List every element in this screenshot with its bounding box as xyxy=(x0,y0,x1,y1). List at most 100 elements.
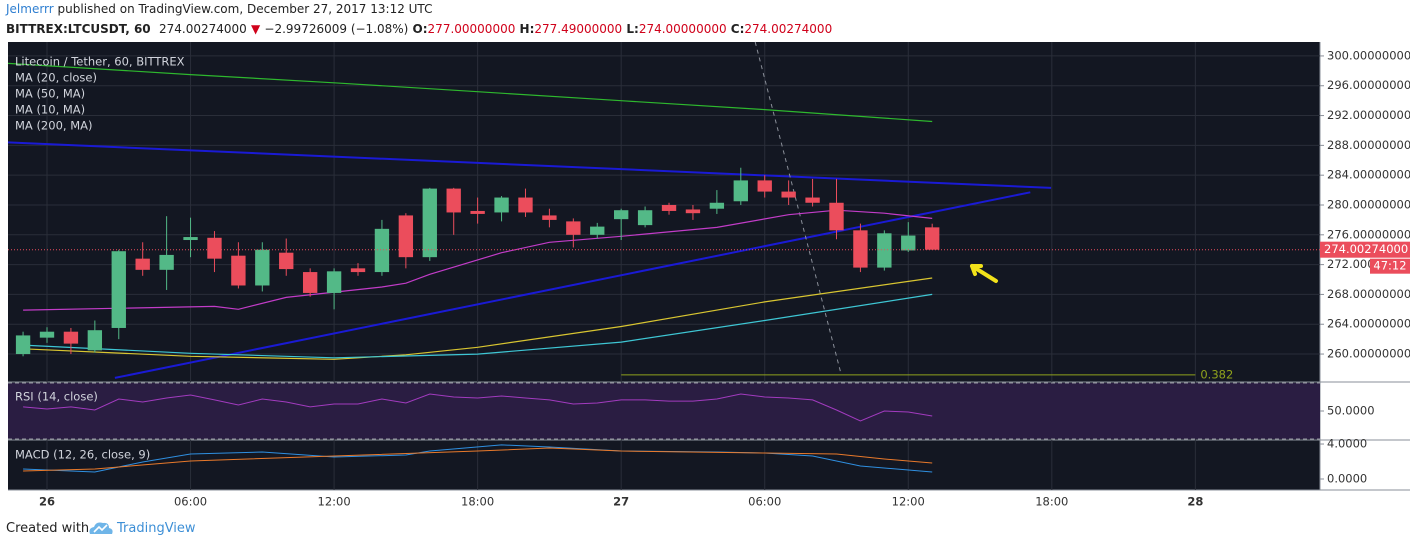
price: 274.00274000 xyxy=(159,22,247,36)
candle-body xyxy=(781,191,796,198)
ohlc-label: C: xyxy=(730,22,745,36)
y-tick-label: 4.0000 xyxy=(1327,437,1367,451)
y-tick-label: 268.00000000 xyxy=(1327,287,1410,301)
countdown-box xyxy=(1370,258,1410,274)
candle-body xyxy=(326,271,342,293)
candle-body xyxy=(566,221,581,235)
y-tick-label: 284.00000000 xyxy=(1327,168,1410,182)
candle-body xyxy=(590,226,605,235)
ohlc-value: 277.49000000 xyxy=(534,22,623,36)
y-tick-label: 300.00000000 xyxy=(1327,48,1410,62)
candle-body xyxy=(231,255,246,286)
candle-body xyxy=(183,237,198,241)
indicator-line xyxy=(23,447,933,472)
candle-body xyxy=(255,249,270,286)
x-tick-label: 06:00 xyxy=(748,495,781,509)
plot: 0.382 MA (20, close) MA (50, MA) MA (10, MA… xyxy=(7,41,1320,490)
fib-label: 0.382 xyxy=(1200,367,1233,381)
pane-title: RSI (14, close) xyxy=(15,390,98,404)
candle-body xyxy=(925,227,940,250)
candle-body xyxy=(350,268,366,273)
candle-body xyxy=(542,215,557,220)
candle-body xyxy=(901,235,916,251)
candle-body xyxy=(685,209,701,214)
footer-brand[interactable]: TradingView xyxy=(117,521,196,536)
candle-body xyxy=(494,197,509,213)
logo xyxy=(89,522,113,534)
candle-body xyxy=(805,197,820,203)
legend-label: MA (20, close) xyxy=(15,71,97,85)
ohlc-value: 274.00000000 xyxy=(638,22,727,36)
ohlc-value: 274.00274000 xyxy=(744,22,833,36)
candle-body xyxy=(207,237,222,259)
pane-title: MACD (12, 26, close, 9) xyxy=(15,448,150,462)
x-tick-label: 12:00 xyxy=(892,495,925,509)
candle-body xyxy=(661,204,677,211)
footer-text: Created with xyxy=(6,521,90,536)
indicator-line xyxy=(23,444,933,473)
y-tick-label: 264.00000000 xyxy=(1327,317,1410,331)
y-tick-label: 50.0000 xyxy=(1327,404,1375,418)
candle-body xyxy=(63,331,79,344)
footer: Created with xyxy=(6,521,89,536)
candle-body xyxy=(302,272,318,293)
candle-body xyxy=(39,331,55,338)
x-tick-label: 06:00 xyxy=(174,495,207,509)
candle-body xyxy=(398,215,414,258)
x-tick-label: 12:00 xyxy=(318,495,351,509)
legend-label: MA (10, MA) xyxy=(15,103,85,117)
ma-line xyxy=(23,209,933,311)
ohlc-label: O: xyxy=(412,22,428,36)
band-fill xyxy=(8,382,1320,440)
change: −2.99726009 (−1.08%) xyxy=(264,22,409,36)
last-price-label: 274.00274000 xyxy=(1324,242,1408,256)
candle-body xyxy=(422,188,437,258)
ohlc-value: 277.00000000 xyxy=(427,22,516,36)
last-price-box xyxy=(1320,241,1410,258)
brand: TradingView xyxy=(117,521,196,536)
y-tick-label: 276.00000000 xyxy=(1327,227,1410,241)
indicator-line xyxy=(23,393,933,422)
x-tick-label: 27 xyxy=(613,495,629,509)
candle-body xyxy=(87,330,103,351)
candle-body xyxy=(853,230,868,268)
symbol: BITTREX:LTCUSDT, 60 xyxy=(6,22,151,36)
candle-body xyxy=(470,210,485,214)
candle-body xyxy=(279,252,294,270)
ma-line xyxy=(23,277,933,360)
candle-body xyxy=(709,202,725,209)
published: published on TradingView.com, December 2… xyxy=(57,2,433,16)
ohlc-label: L: xyxy=(626,22,639,36)
candle-body xyxy=(446,188,461,213)
trendline xyxy=(7,141,1052,189)
x-tick-label: 18:00 xyxy=(461,495,494,509)
y-tick-label: 0.0000 xyxy=(1327,471,1367,485)
legend-label: MA (200, MA) xyxy=(15,119,92,133)
candle-body xyxy=(757,180,772,192)
candle-body xyxy=(374,228,390,273)
candle-body xyxy=(733,180,748,202)
x-tick-label: 28 xyxy=(1187,495,1203,509)
trendline xyxy=(114,191,1031,379)
trendline xyxy=(754,41,842,376)
candle-body xyxy=(877,233,892,268)
candle-body xyxy=(613,210,629,220)
header-line-2: BITTREX:LTCUSDT, 60 274.00274000 ▼ −2.99… xyxy=(6,22,832,36)
header-line-1: Jelmerrr published on TradingView.com, D… xyxy=(6,2,432,16)
change-arrow: ▼ xyxy=(251,22,261,36)
x-tick-label: 26 xyxy=(39,495,55,509)
ohlc-label: H: xyxy=(519,22,535,36)
candle-body xyxy=(159,254,174,270)
author: Jelmerrr xyxy=(6,2,54,16)
ma-line xyxy=(7,62,933,123)
candle-body xyxy=(829,202,844,231)
ma-line xyxy=(23,293,933,359)
y-tick-label: 280.00000000 xyxy=(1327,197,1410,211)
y-tick-label: 288.00000000 xyxy=(1327,138,1410,152)
y-tick-label: 260.00000000 xyxy=(1327,347,1410,361)
candle-body xyxy=(637,210,653,226)
candle-body xyxy=(15,335,31,355)
annotation-arrow xyxy=(970,264,998,283)
